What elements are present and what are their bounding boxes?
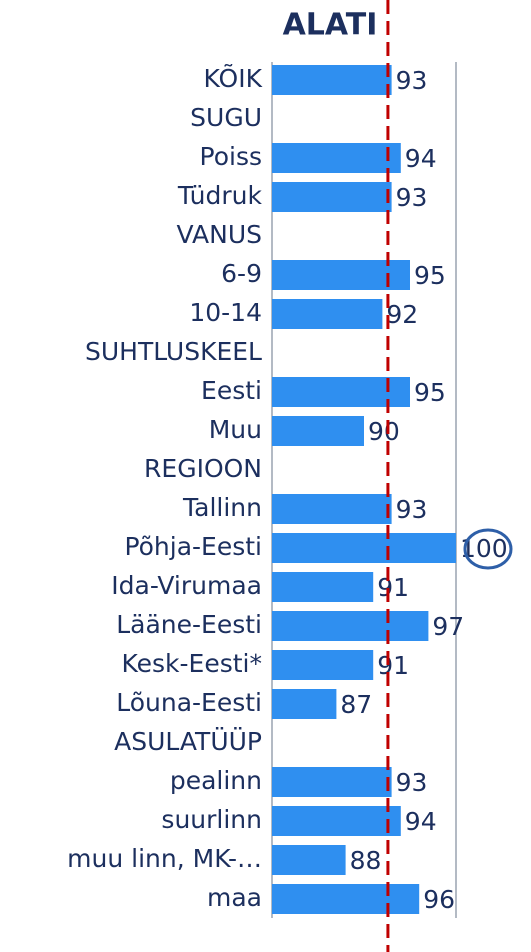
value-label: 91 (377, 651, 409, 680)
chart-title: ALATI (283, 8, 378, 43)
value-label: 94 (405, 144, 437, 173)
bar (272, 299, 383, 329)
value-label: 93 (396, 495, 428, 524)
category-label: REGIOON (144, 454, 262, 483)
value-label: 96 (423, 885, 455, 914)
highlight-circle (463, 528, 513, 570)
category-label: Lääne-Eesti (116, 610, 262, 639)
bar (272, 806, 401, 836)
bar (272, 572, 374, 602)
value-label: 94 (405, 807, 437, 836)
category-label: pealinn (170, 766, 262, 795)
bar (272, 767, 392, 797)
category-label: Lõuna-Eesti (116, 688, 262, 717)
category-label: maa (207, 883, 262, 912)
category-label: Eesti (201, 376, 262, 405)
bar (272, 689, 337, 719)
value-label: 97 (432, 612, 464, 641)
bar (272, 845, 346, 875)
bar (272, 650, 374, 680)
value-label: 92 (386, 300, 418, 329)
value-label: 93 (396, 66, 428, 95)
category-label: Poiss (200, 142, 262, 171)
value-label: 90 (368, 417, 400, 446)
category-label: SUHTLUSKEEL (85, 337, 262, 366)
bar (272, 533, 456, 563)
category-label: Ida-Virumaa (111, 571, 262, 600)
bar (272, 884, 420, 914)
value-label: 95 (414, 261, 446, 290)
category-label: muu linn, MK-… (67, 844, 262, 873)
value-label: 91 (377, 573, 409, 602)
category-label: KÕIK (204, 63, 263, 93)
category-label: Kesk-Eesti* (121, 649, 262, 678)
category-label: Muu (209, 415, 262, 444)
category-label: Tüdruk (177, 181, 263, 210)
bar (272, 65, 392, 95)
value-label: 88 (350, 846, 382, 875)
value-label: 93 (396, 183, 428, 212)
value-label: 95 (414, 378, 446, 407)
value-label: 87 (340, 690, 372, 719)
category-label: 10-14 (189, 298, 262, 327)
value-label: 93 (396, 768, 428, 797)
category-label: ASULATÜÜP (114, 727, 262, 756)
category-label: suurlinn (161, 805, 262, 834)
bar (272, 182, 392, 212)
bar (272, 494, 392, 524)
category-label: SUGU (190, 103, 262, 132)
category-label: VANUS (177, 220, 262, 249)
bar (272, 611, 429, 641)
category-label: 6-9 (221, 259, 262, 288)
bar (272, 416, 364, 446)
category-label: Tallinn (182, 493, 262, 522)
bar (272, 143, 401, 173)
category-label: Põhja-Eesti (124, 532, 262, 561)
